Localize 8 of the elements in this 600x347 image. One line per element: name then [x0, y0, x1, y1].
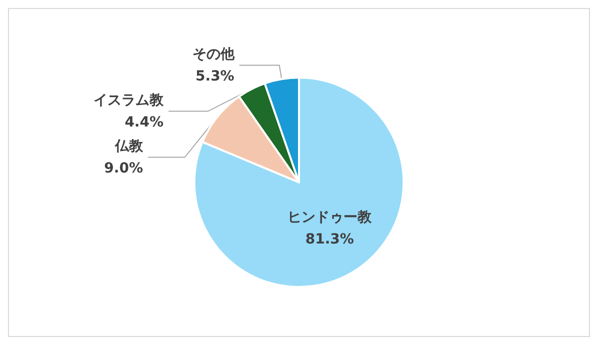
slice-label: ヒンドゥー教: [288, 209, 373, 226]
slice-label: イスラム教: [94, 92, 165, 108]
data-label: 4.4%: [124, 114, 164, 130]
data-label: 5.3%: [196, 68, 234, 84]
data-label: 81.3%: [305, 231, 354, 248]
slice-label: その他: [192, 46, 236, 62]
slice-label: 仏教: [114, 138, 144, 154]
data-label: 9.0%: [104, 160, 143, 176]
